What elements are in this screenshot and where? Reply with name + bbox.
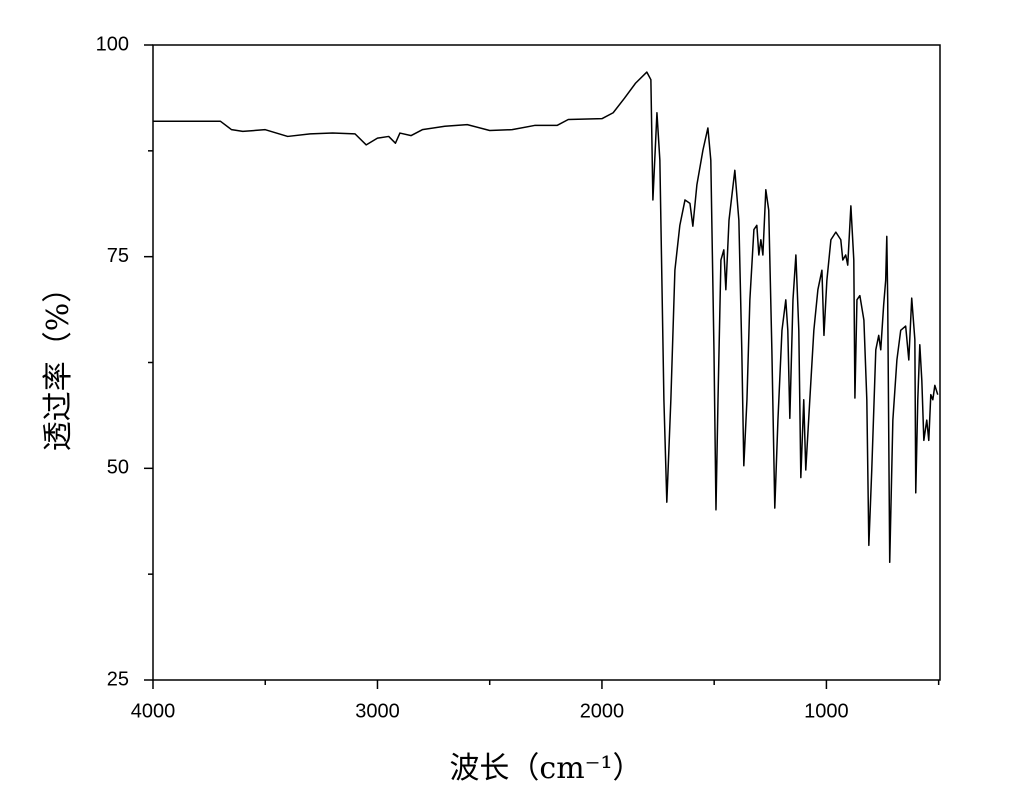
spectrum-line [153,71,939,564]
x-tick-label: 4000 [131,700,176,722]
y-tick-label: 75 [107,245,129,267]
x-tick-label: 3000 [355,700,400,722]
y-tick-label: 100 [96,33,129,55]
y-axis-title: 透过率（%） [41,273,76,452]
y-tick-label: 25 [107,668,129,690]
x-tick-label: 1000 [804,700,849,722]
x-tick-label: 2000 [580,700,625,722]
plot-frame [152,44,941,681]
x-axis-title: 波长（cm⁻¹） [449,751,642,786]
y-tick-label: 50 [107,457,129,479]
